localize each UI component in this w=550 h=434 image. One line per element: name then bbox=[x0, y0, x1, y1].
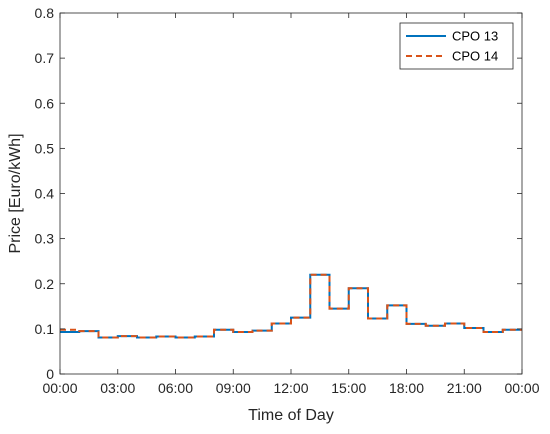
y-tick-label: 0.2 bbox=[35, 276, 55, 292]
legend-box bbox=[399, 22, 514, 70]
x-tick-label: 03:00 bbox=[100, 380, 135, 396]
legend-label-cpo-14: CPO 14 bbox=[452, 49, 498, 64]
legend: CPO 13 CPO 14 bbox=[399, 22, 514, 70]
y-tick-label: 0.7 bbox=[35, 50, 55, 66]
series-line-cpo-14 bbox=[60, 273, 522, 339]
ticks-layer: 00:00 03:00 06:00 09:00 12:00 15:00 18:00 21:00… bbox=[35, 5, 540, 396]
y-axis-label: Price [Euro/kWh] bbox=[7, 133, 24, 253]
x-tick-label: 00:00 bbox=[42, 380, 77, 396]
y-tick-label: 0.6 bbox=[35, 95, 55, 111]
y-tick-label: 0 bbox=[46, 366, 54, 382]
x-tick-label: 15:00 bbox=[331, 380, 366, 396]
x-tick-label: 09:00 bbox=[216, 380, 251, 396]
plot-area bbox=[60, 13, 522, 374]
legend-label-cpo-13: CPO 13 bbox=[452, 29, 498, 44]
series-layer bbox=[60, 273, 522, 339]
x-tick-label: 00:00 bbox=[504, 380, 539, 396]
y-tick-label: 0.1 bbox=[35, 321, 55, 337]
x-tick-label: 18:00 bbox=[389, 380, 424, 396]
x-tick-label: 21:00 bbox=[447, 380, 482, 396]
y-tick-label: 0.8 bbox=[35, 5, 55, 21]
x-tick-label: 06:00 bbox=[158, 380, 193, 396]
x-axis-label: Time of Day bbox=[248, 407, 334, 424]
y-tick-label: 0.5 bbox=[35, 140, 55, 156]
y-tick-label: 0.4 bbox=[35, 186, 55, 202]
x-tick-label: 12:00 bbox=[273, 380, 308, 396]
y-tick-label: 0.3 bbox=[35, 231, 55, 247]
